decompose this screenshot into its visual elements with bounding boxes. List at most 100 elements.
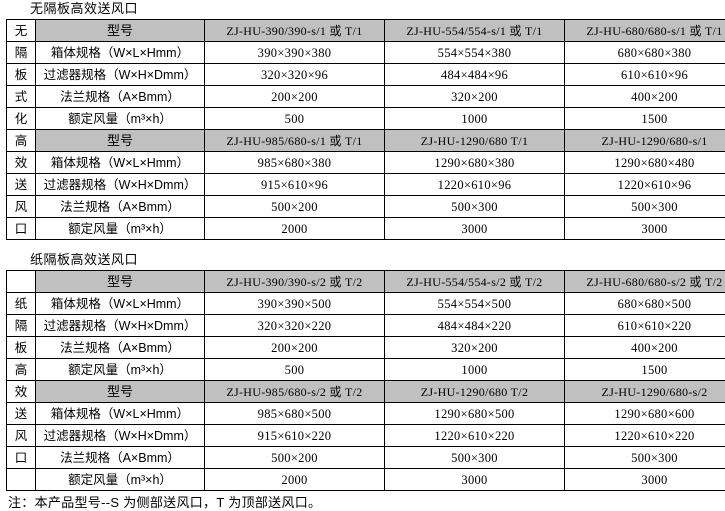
vertical-label-char: 口 — [7, 447, 36, 469]
cell-flange-spec: 500×300 — [565, 196, 725, 218]
cell-box-spec: 680×680×500 — [565, 293, 725, 315]
table-row: 送 箱体规格（W×L×Hmm） 985×680×500 1290×680×500… — [7, 403, 725, 425]
table-row: 型号 ZJ-HU-390/390-s/2 或 T/2 ZJ-HU-554/554… — [7, 271, 725, 293]
table-row: 高 额定风量（m³×h） 500 1000 1500 — [7, 359, 725, 381]
cell-box-spec: 680×680×380 — [565, 42, 725, 64]
vertical-label-char: 化 — [7, 108, 36, 130]
cell-filter-spec: 915×610×96 — [205, 174, 385, 196]
table-row: 口 法兰规格（A×Bmm） 500×200 500×300 500×300 — [7, 447, 725, 469]
row-label-rated-airflow: 额定风量（m³×h） — [36, 469, 205, 491]
row-label-flange-spec: 法兰规格（A×Bmm） — [36, 86, 205, 108]
cell-model: ZJ-HU-1290/680 T/1 — [385, 130, 565, 152]
vertical-label-char: 隔 — [7, 42, 36, 64]
vertical-label-char: 风 — [7, 196, 36, 218]
cell-rated-airflow: 1000 — [385, 359, 565, 381]
row-label-filter-spec: 过滤器规格（W×H×Dmm） — [36, 315, 205, 337]
row-label-model: 型号 — [36, 381, 205, 403]
row-label-box-spec: 箱体规格（W×L×Hmm） — [36, 152, 205, 174]
cell-filter-spec: 320×320×96 — [205, 64, 385, 86]
cell-model: ZJ-HU-680/680-s/1 或 T/1 — [565, 20, 725, 42]
cell-flange-spec: 500×300 — [385, 447, 565, 469]
vertical-label-char: 无 — [7, 20, 36, 42]
table-row: 送 过滤器规格（W×H×Dmm） 915×610×96 1220×610×96 … — [7, 174, 725, 196]
cell-flange-spec: 320×200 — [385, 337, 565, 359]
cell-rated-airflow: 3000 — [565, 469, 725, 491]
cell-rated-airflow: 3000 — [385, 469, 565, 491]
footer-note: 注：本产品型号--S 为侧部送风口，T 为顶部送风口。 — [0, 491, 725, 511]
table-row: 隔 箱体规格（W×L×Hmm） 390×390×380 554×554×380 … — [7, 42, 725, 64]
cell-flange-spec: 500×300 — [565, 447, 725, 469]
cell-rated-airflow: 500 — [205, 359, 385, 381]
cell-filter-spec: 484×484×96 — [385, 64, 565, 86]
cell-rated-airflow: 1500 — [565, 108, 725, 130]
cell-filter-spec: 610×610×220 — [565, 315, 725, 337]
cell-box-spec: 554×554×500 — [385, 293, 565, 315]
cell-flange-spec: 400×200 — [565, 337, 725, 359]
cell-model: ZJ-HU-985/680-s/1 或 T/1 — [205, 130, 385, 152]
cell-filter-spec: 915×610×220 — [205, 425, 385, 447]
row-label-flange-spec: 法兰规格（A×Bmm） — [36, 337, 205, 359]
table-row: 化 额定风量（m³×h） 500 1000 1500 — [7, 108, 725, 130]
cell-flange-spec: 200×200 — [205, 86, 385, 108]
cell-model: ZJ-HU-554/554-s/2 或 T/2 — [385, 271, 565, 293]
cell-filter-spec: 1220×610×96 — [385, 174, 565, 196]
cell-model: ZJ-HU-1290/680-s/1 — [565, 130, 725, 152]
cell-model: ZJ-HU-985/680-s/2 或 T/2 — [205, 381, 385, 403]
row-label-filter-spec: 过滤器规格（W×H×Dmm） — [36, 174, 205, 196]
row-label-box-spec: 箱体规格（W×L×Hmm） — [36, 293, 205, 315]
cell-flange-spec: 200×200 — [205, 337, 385, 359]
vertical-label-char: 板 — [7, 337, 36, 359]
cell-flange-spec: 500×200 — [205, 447, 385, 469]
vertical-label-char: 纸 — [7, 293, 36, 315]
cell-filter-spec: 484×484×220 — [385, 315, 565, 337]
cell-model: ZJ-HU-1290/680 T/2 — [385, 381, 565, 403]
cell-box-spec: 985×680×500 — [205, 403, 385, 425]
cell-box-spec: 1290×680×500 — [385, 403, 565, 425]
row-label-box-spec: 箱体规格（W×L×Hmm） — [36, 42, 205, 64]
row-label-model: 型号 — [36, 20, 205, 42]
cell-box-spec: 1290×680×600 — [565, 403, 725, 425]
vertical-label-char: 口 — [7, 218, 36, 240]
row-label-model: 型号 — [36, 271, 205, 293]
cell-flange-spec: 400×200 — [565, 86, 725, 108]
cell-filter-spec: 610×610×96 — [565, 64, 725, 86]
table-row: 风 法兰规格（A×Bmm） 500×200 500×300 500×300 — [7, 196, 725, 218]
cell-filter-spec: 1220×610×96 — [565, 174, 725, 196]
table-row: 无 型号 ZJ-HU-390/390-s/1 或 T/1 ZJ-HU-554/5… — [7, 20, 725, 42]
cell-model: ZJ-HU-680/680-s/2 或 T/2 — [565, 271, 725, 293]
cell-rated-airflow: 2000 — [205, 469, 385, 491]
cell-rated-airflow: 500 — [205, 108, 385, 130]
vertical-label-char: 高 — [7, 359, 36, 381]
table-row: 额定风量（m³×h） 2000 3000 3000 — [7, 469, 725, 491]
cell-rated-airflow: 2000 — [205, 218, 385, 240]
row-label-box-spec: 箱体规格（W×L×Hmm） — [36, 403, 205, 425]
table-row: 板 法兰规格（A×Bmm） 200×200 320×200 400×200 — [7, 337, 725, 359]
vertical-label-char: 板 — [7, 64, 36, 86]
vertical-label-char: 效 — [7, 152, 36, 174]
vertical-label-char: 送 — [7, 403, 36, 425]
cell-box-spec: 985×680×380 — [205, 152, 385, 174]
row-label-filter-spec: 过滤器规格（W×H×Dmm） — [36, 425, 205, 447]
vertical-label-char: 效 — [7, 381, 36, 403]
cell-box-spec: 1290×680×480 — [565, 152, 725, 174]
cell-rated-airflow: 3000 — [565, 218, 725, 240]
cell-flange-spec: 500×200 — [205, 196, 385, 218]
cell-box-spec: 1290×680×380 — [385, 152, 565, 174]
cell-flange-spec: 500×300 — [385, 196, 565, 218]
table-row: 效 型号 ZJ-HU-985/680-s/2 或 T/2 ZJ-HU-1290/… — [7, 381, 725, 403]
table-row: 板 过滤器规格（W×H×Dmm） 320×320×96 484×484×96 6… — [7, 64, 725, 86]
table-row: 隔 过滤器规格（W×H×Dmm） 320×320×220 484×484×220… — [7, 315, 725, 337]
table-row: 风 过滤器规格（W×H×Dmm） 915×610×220 1220×610×22… — [7, 425, 725, 447]
cell-model: ZJ-HU-1290/680-s/2 — [565, 381, 725, 403]
vertical-label-char — [7, 469, 36, 491]
cell-rated-airflow: 1500 — [565, 359, 725, 381]
cell-box-spec: 390×390×500 — [205, 293, 385, 315]
spec-sheet-page: 无隔板高效送风口 无 型号 ZJ-HU-390/390-s/1 或 T/1 ZJ… — [0, 0, 725, 496]
row-label-rated-airflow: 额定风量（m³×h） — [36, 108, 205, 130]
cell-rated-airflow: 3000 — [385, 218, 565, 240]
cell-filter-spec: 1220×610×220 — [565, 425, 725, 447]
table-row: 式 法兰规格（A×Bmm） 200×200 320×200 400×200 — [7, 86, 725, 108]
table-row: 口 额定风量（m³×h） 2000 3000 3000 — [7, 218, 725, 240]
row-label-model: 型号 — [36, 130, 205, 152]
cell-rated-airflow: 1000 — [385, 108, 565, 130]
